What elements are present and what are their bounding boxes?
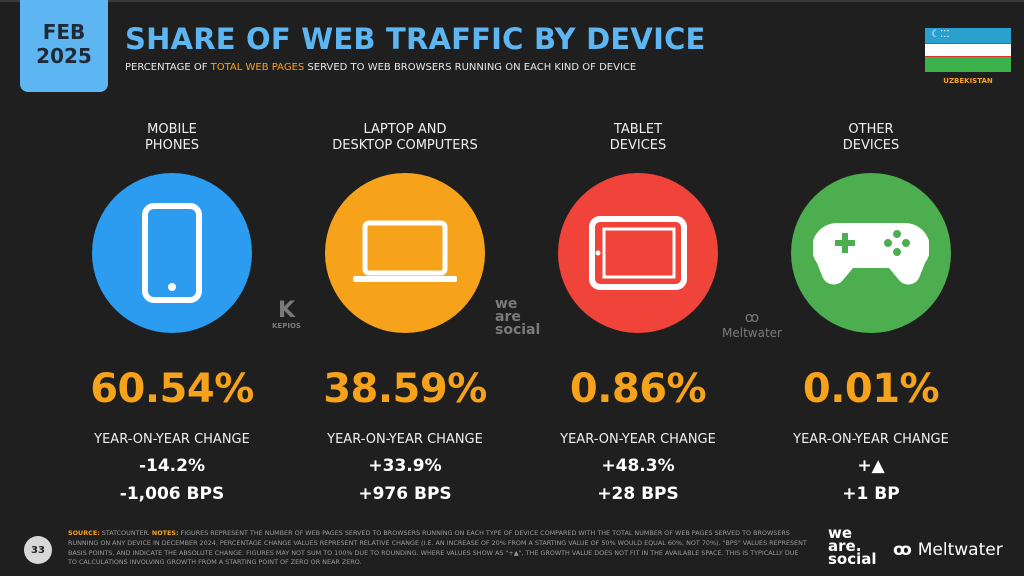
bps-change: +1 BP — [842, 484, 900, 504]
page-number: 33 — [24, 536, 52, 564]
device-label: MOBILE PHONES — [144, 122, 200, 153]
device-label: OTHER DEVICES — [842, 122, 900, 153]
yoy-change: +48.3% — [601, 456, 675, 476]
bps-change: +28 BPS — [597, 484, 679, 504]
top-border — [0, 0, 1024, 2]
date-year: 2025 — [36, 44, 92, 68]
we-are-social-logo: we are. social — [828, 524, 877, 568]
yoy-label: YEAR-ON-YEAR CHANGE — [327, 432, 483, 447]
device-column-other: OTHER DEVICES 0.01% YEAR-ON-YEAR CHANGE +… — [761, 122, 981, 504]
footer-notes: SOURCE: STATCOUNTER. NOTES: FIGURES REPR… — [68, 529, 807, 567]
date-month: FEB — [42, 20, 86, 44]
we-are-social-watermark: we are social — [495, 296, 541, 338]
device-column-mobile: MOBILE PHONES 60.54% YEAR-ON-YEAR CHANGE … — [62, 122, 282, 504]
tablet-icon — [558, 173, 718, 333]
device-column-tablet: TABLET DEVICES 0.86% YEAR-ON-YEAR CHANGE … — [528, 122, 748, 504]
page-subtitle: PERCENTAGE OF TOTAL WEB PAGES SERVED TO … — [125, 62, 636, 73]
yoy-label: YEAR-ON-YEAR CHANGE — [94, 432, 250, 447]
device-label: TABLET DEVICES — [609, 122, 667, 153]
meltwater-icon: ꝏ — [893, 540, 918, 560]
laptop-icon — [325, 173, 485, 333]
subtitle-text: PERCENTAGE OF — [125, 62, 211, 73]
yoy-label: YEAR-ON-YEAR CHANGE — [560, 432, 716, 447]
yoy-label: YEAR-ON-YEAR CHANGE — [793, 432, 949, 447]
share-value: 60.54% — [90, 366, 254, 412]
share-value: 0.01% — [802, 366, 940, 412]
meltwater-watermark: ꝏ Meltwater — [722, 310, 782, 340]
kepios-watermark: K KEPIOS — [272, 298, 301, 331]
device-label: LAPTOP AND DESKTOP COMPUTERS — [332, 122, 478, 153]
subtitle-highlight: TOTAL WEB PAGES — [210, 62, 305, 73]
page-title: SHARE OF WEB TRAFFIC BY DEVICE — [125, 22, 706, 56]
date-badge: FEB 2025 — [20, 0, 108, 92]
subtitle-text: SERVED TO WEB BROWSERS RUNNING ON EACH K… — [304, 62, 637, 73]
mobile-phone-icon — [92, 173, 252, 333]
gamepad-icon — [791, 173, 951, 333]
yoy-change: +▲ — [857, 456, 885, 476]
yoy-change: +33.9% — [368, 456, 442, 476]
bps-change: +976 BPS — [358, 484, 452, 504]
uzbekistan-flag-icon: ☾⁚⁚⁚ — [925, 28, 1011, 72]
share-value: 38.59% — [323, 366, 487, 412]
bps-change: -1,006 BPS — [119, 484, 225, 504]
meltwater-logo: ꝏ Meltwater — [893, 540, 1003, 560]
country-label: UZBEKISTAN — [943, 77, 993, 85]
share-value: 0.86% — [569, 366, 707, 412]
device-column-computers: LAPTOP AND DESKTOP COMPUTERS 38.59% YEAR-… — [295, 122, 515, 504]
yoy-change: -14.2% — [138, 456, 206, 476]
